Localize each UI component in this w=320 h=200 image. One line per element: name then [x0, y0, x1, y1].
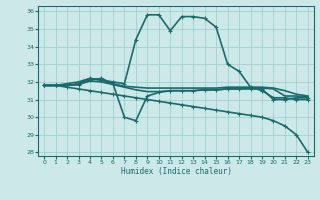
X-axis label: Humidex (Indice chaleur): Humidex (Indice chaleur)	[121, 167, 231, 176]
